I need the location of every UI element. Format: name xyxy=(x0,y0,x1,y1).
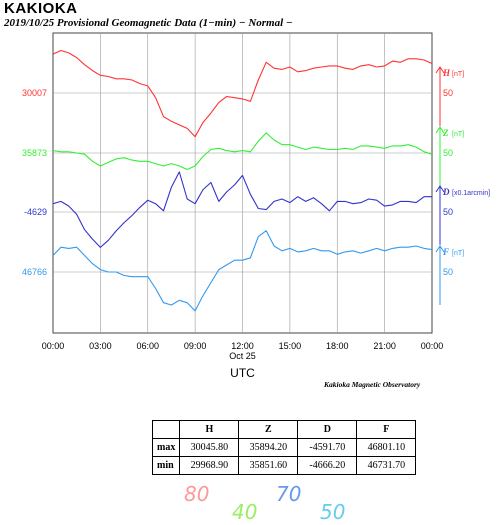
stats-cell: -4666.20 xyxy=(297,456,358,475)
observatory-credit: Kakioka Magnetic Observatory xyxy=(324,380,421,389)
stats-cell: 29968.90 xyxy=(179,456,240,475)
series-unit-label: [nT] xyxy=(452,250,464,257)
chart-subtitle: 2019/10/25 Provisional Geomagnetic Data … xyxy=(4,17,293,29)
stats-row-label: max xyxy=(151,438,181,457)
stats-header-blank xyxy=(151,420,181,439)
stats-header-f: F xyxy=(356,420,417,439)
series-line-h xyxy=(52,49,433,138)
stats-row-max: max 30045.80 35894.20 -4591.70 46801.10 xyxy=(151,438,417,457)
stats-cell: 35894.20 xyxy=(238,438,299,457)
series-unit-label: [x0.1arcmin] xyxy=(452,190,490,197)
handwritten-note: 70 xyxy=(276,482,302,506)
series-line-f xyxy=(52,230,433,312)
handwritten-note: 80 xyxy=(184,482,210,506)
x-tick-label: 06:00 xyxy=(136,341,159,351)
scale-arrow-icon xyxy=(435,185,445,193)
x-tick-label: 12:00 xyxy=(231,341,254,351)
stats-header-row: H Z D F xyxy=(151,420,417,439)
x-tick-label: 00:00 xyxy=(421,341,444,351)
stats-header-z: Z xyxy=(238,420,299,439)
stats-row-min: min 29968.90 35851.60 -4666.20 46731.70 xyxy=(151,456,417,475)
x-tick-label: 03:00 xyxy=(89,341,112,351)
series-name-label: Z xyxy=(442,128,449,138)
series-baseline-label: 30007 xyxy=(22,88,47,98)
x-axis-label: UTC xyxy=(230,366,255,380)
stats-cell: 46801.10 xyxy=(356,438,417,457)
scale-value-label: 50 xyxy=(443,148,453,158)
scale-arrow-icon xyxy=(435,66,445,74)
scale-value-label: 50 xyxy=(443,267,453,277)
series-baseline-label: 35873 xyxy=(22,148,47,158)
scale-arrow-icon xyxy=(435,245,445,253)
scale-value-label: 50 xyxy=(443,207,453,217)
x-tick-label: 09:00 xyxy=(184,341,207,351)
series-line-z xyxy=(52,132,433,171)
scale-arrow-icon xyxy=(435,126,445,134)
series-name-label: D xyxy=(442,187,450,197)
scale-value-label: 50 xyxy=(443,88,453,98)
stats-header-h: H xyxy=(179,420,240,439)
series-unit-label: [nT] xyxy=(452,71,464,78)
page-title: KAKIOKA xyxy=(4,0,78,17)
stats-cell: 35851.60 xyxy=(238,456,299,475)
stats-header-d: D xyxy=(297,420,358,439)
stats-cell: -4591.70 xyxy=(297,438,358,457)
series-name-label: F xyxy=(442,247,449,257)
handwritten-note: 40 xyxy=(232,500,258,524)
series-baseline-label: 46766 xyxy=(22,267,47,277)
handwritten-note: 50 xyxy=(320,500,346,524)
x-tick-label: 18:00 xyxy=(326,341,349,351)
series-name-label: H xyxy=(442,68,451,78)
stats-cell: 46731.70 xyxy=(356,456,417,475)
series-baseline-label: -4629 xyxy=(24,207,47,217)
x-tick-label: 21:00 xyxy=(373,341,396,351)
stats-cell: 30045.80 xyxy=(179,438,240,457)
x-date-label: Oct 25 xyxy=(229,351,256,361)
stats-row-label: min xyxy=(151,456,181,475)
series-unit-label: [nT] xyxy=(452,131,464,138)
stats-table: H Z D F max 30045.80 35894.20 -4591.70 4… xyxy=(151,420,417,475)
series-line-d xyxy=(52,171,432,248)
x-tick-label: 00:00 xyxy=(42,341,65,351)
x-tick-label: 15:00 xyxy=(279,341,302,351)
